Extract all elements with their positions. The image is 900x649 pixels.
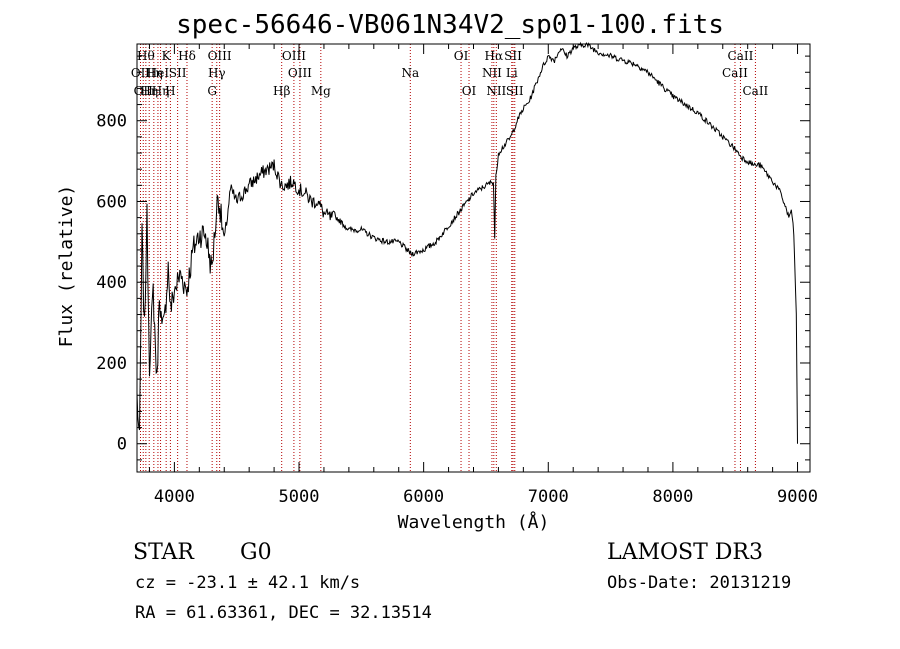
line-labels: OIIOIIHθHηHηHeIHηKHSIIHδGHγOIIIHβOIIIOII… (131, 49, 769, 98)
line-label: NII (482, 66, 502, 80)
y-tick-label: 200 (96, 354, 127, 374)
x-tick-label: 7000 (528, 487, 569, 507)
line-label: H (165, 84, 175, 98)
x-tick-label: 9000 (777, 487, 818, 507)
coordinates: RA = 61.63361, DEC = 32.13514 (135, 603, 432, 623)
line-label: Hβ (273, 84, 290, 98)
y-tick-label: 0 (117, 435, 127, 455)
emission-line-markers (139, 44, 756, 472)
line-label: Hθ (137, 49, 155, 63)
line-label: NII (486, 84, 506, 98)
object-class: STAR (133, 540, 194, 565)
line-label: Hα (485, 49, 504, 63)
x-tick-label: 4000 (154, 487, 195, 507)
line-label: SII (504, 49, 522, 63)
line-label: OI (462, 84, 477, 98)
y-tick-label: 600 (96, 192, 127, 212)
line-label: SII (169, 66, 187, 80)
line-label: G (207, 84, 217, 98)
line-label: CaII (722, 66, 748, 80)
line-label: OIII (288, 66, 312, 80)
axes: 4000 5000 6000 7000 8000 9000 0 200 400 600 800 Wav… (56, 44, 818, 533)
line-label: CaII (728, 49, 754, 63)
plot-frame (136, 43, 811, 473)
line-label: OIII (282, 49, 306, 63)
x-axis-label: Wavelength (Å) (398, 511, 550, 533)
y-tick-label: 800 (96, 112, 127, 132)
y-tick-label: 400 (96, 273, 127, 293)
obs-date: Obs-Date: 20131219 (607, 573, 792, 593)
survey-name: LAMOST DR3 (607, 540, 763, 565)
line-label: Hη (145, 66, 163, 80)
line-label: Hγ (208, 66, 226, 80)
x-tick-label: 5000 (279, 487, 320, 507)
line-label: Hη (152, 84, 170, 98)
chart-title: spec-56646-VB061N34V2_sp01-100.fits (176, 10, 724, 40)
x-tick-label: 6000 (403, 487, 444, 507)
spectrum-line (136, 41, 798, 444)
object-subclass: G0 (240, 540, 272, 565)
line-label: Hη (140, 84, 158, 98)
line-label: Mg (311, 84, 331, 98)
x-tick-label: 8000 (652, 487, 693, 507)
line-label: OII (134, 84, 154, 98)
line-label: OI (454, 49, 469, 63)
line-label: Li (506, 66, 518, 80)
line-label: OII (131, 66, 151, 80)
line-label: HeI (147, 66, 170, 80)
line-label: K (162, 49, 172, 63)
redshift-info: cz = -23.1 ± 42.1 km/s (135, 573, 361, 593)
line-label: Hδ (178, 49, 196, 63)
line-label: Na (401, 66, 419, 80)
line-label: SII (506, 84, 524, 98)
line-label: OIII (208, 49, 232, 63)
y-axis-label: Flux (relative) (56, 185, 77, 348)
line-label: CaII (742, 84, 768, 98)
